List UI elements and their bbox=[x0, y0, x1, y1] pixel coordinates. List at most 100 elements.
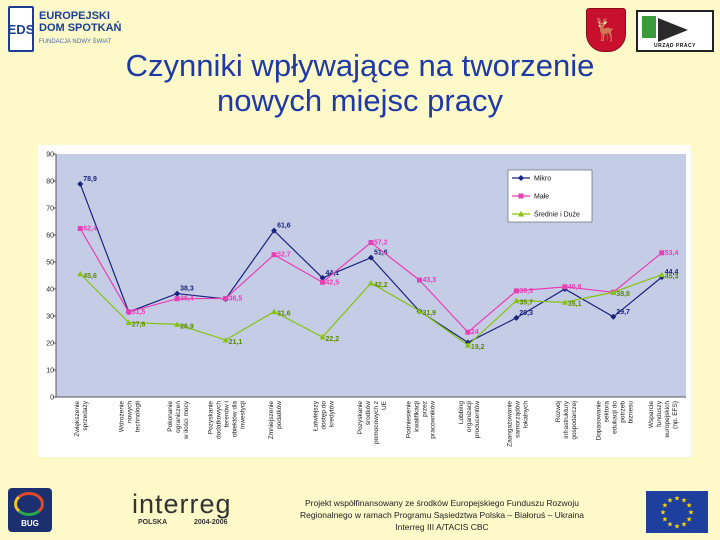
data-label: 35,1 bbox=[568, 301, 582, 308]
deer-crest-icon: 🦌 bbox=[586, 8, 626, 52]
x-tick-label: Pozyskanie dodatkowych terenów i obiektów d… bbox=[208, 401, 247, 439]
data-label: 44,4 bbox=[665, 269, 679, 276]
star-icon: ★ bbox=[667, 496, 673, 504]
data-label: 38,3 bbox=[180, 286, 194, 293]
x-tick-label: Dopasowanie sektora edukacji do potrzeb bizn… bbox=[595, 401, 634, 441]
y-tick-label: 90 bbox=[46, 152, 54, 159]
data-point bbox=[610, 313, 617, 320]
urzad-pracy-label: URZĄD PRACY bbox=[654, 43, 696, 49]
data-point bbox=[416, 277, 422, 283]
data-label: 27,6 bbox=[132, 321, 146, 328]
x-tick-label-line: przez bbox=[421, 401, 428, 417]
edsp-mark-text: EDS bbox=[7, 21, 35, 37]
data-point bbox=[513, 314, 520, 321]
x-tick-label-line: Rozwój bbox=[555, 401, 562, 422]
x-tick-label: Zwiększenie sprzedaży bbox=[74, 400, 89, 437]
legend-label: Małe bbox=[534, 194, 549, 201]
x-tick-label: Zaangażowanie samorządów lokalnych bbox=[506, 401, 529, 447]
x-tick-label: Wdrożenie nowych technologii bbox=[119, 401, 142, 432]
x-tick-label-line: potrzeb bbox=[619, 401, 626, 423]
x-tick-label: Wsparcie funduszy europejskich (np. EFS) bbox=[648, 400, 679, 437]
y-tick-label: 80 bbox=[46, 179, 54, 186]
legend-label: Mikro bbox=[534, 176, 551, 183]
interreg-logo: interreg POLSKA 2004-2006 bbox=[132, 490, 242, 532]
x-tick-label-line: Lobbing bbox=[458, 401, 465, 425]
funding-note-line2: Regionalnego w ramach Programu Sąsiedztw… bbox=[300, 510, 584, 520]
data-label: 62,4 bbox=[83, 226, 97, 233]
data-point bbox=[320, 279, 326, 285]
data-label: 45,3 bbox=[665, 274, 679, 281]
data-label: 38,8 bbox=[616, 291, 630, 298]
x-tick-label: Łatwiejszy dostęp do kredytów bbox=[313, 400, 336, 431]
funding-note: Projekt współfinansowany ze środków Euro… bbox=[262, 497, 622, 533]
star-icon: ★ bbox=[686, 516, 692, 524]
x-tick-label: Pokonanie ograniczeń w ilości mocy bbox=[167, 400, 190, 440]
x-tick-label-line: Zaangażowanie bbox=[506, 401, 513, 447]
data-label: 29,3 bbox=[519, 310, 533, 317]
line-chart: 0 10 20 30 40 50 60 70 80 90 Zwiększenie sprzedaży W… bbox=[46, 152, 686, 447]
bug-label: BUG bbox=[21, 519, 39, 528]
x-tick-label-line: gospodarczej bbox=[571, 401, 578, 440]
interreg-years: 2004-2006 bbox=[194, 519, 228, 526]
deer-icon: 🦌 bbox=[592, 17, 620, 42]
data-label: 26,9 bbox=[180, 323, 194, 330]
data-label: 45,6 bbox=[83, 273, 97, 280]
y-tick-label: 70 bbox=[46, 206, 54, 213]
data-point bbox=[125, 319, 132, 325]
data-label: 21,1 bbox=[229, 339, 243, 346]
star-icon: ★ bbox=[662, 516, 668, 524]
data-point bbox=[174, 296, 180, 302]
x-tick-label-line: Wdrożenie bbox=[119, 401, 126, 432]
x-tick-label-line: sektora bbox=[603, 401, 610, 423]
x-tick-label-line: inwestycji bbox=[240, 401, 247, 429]
x-tick-label-line: infrastruktury bbox=[563, 400, 570, 438]
data-point bbox=[368, 254, 374, 261]
star-icon: ★ bbox=[681, 521, 687, 529]
page-title: Czynniki wpływające na tworzenie nowych … bbox=[40, 48, 680, 118]
x-tick-label-line: funduszy bbox=[656, 400, 663, 427]
x-tick-label-line: dodatkowych bbox=[216, 401, 223, 439]
data-label: 40,8 bbox=[568, 284, 582, 291]
x-tick-label-line: Dopasowanie bbox=[595, 401, 602, 441]
data-label: 31,6 bbox=[277, 311, 291, 318]
data-label: 52,7 bbox=[277, 252, 291, 259]
x-tick-label-line: podatków bbox=[276, 401, 283, 429]
x-tick-label-line: lokalnych bbox=[522, 401, 529, 428]
y-tick-label: 40 bbox=[46, 287, 54, 294]
data-label: 31,9 bbox=[422, 310, 436, 317]
data-label: 39,3 bbox=[519, 288, 533, 295]
eu-flag-icon: ★ ★ ★ ★ ★ ★ ★ ★ ★ ★ ★ ★ bbox=[646, 491, 708, 533]
x-tick-label-line: nowych bbox=[127, 401, 134, 423]
x-tick-label-line: europejskich bbox=[664, 401, 671, 438]
legend-marker bbox=[518, 211, 524, 217]
interreg-country: POLSKA bbox=[138, 519, 168, 526]
x-tick-label-line: pomocowych z bbox=[373, 401, 380, 444]
data-point bbox=[271, 227, 278, 234]
x-tick-label-line: terenów i bbox=[224, 401, 231, 427]
x-tick-label-line: Wsparcie bbox=[648, 401, 655, 428]
y-tick-label: 60 bbox=[46, 233, 54, 240]
edsp-line3: FUNDACJA NOWY ŚWIAT bbox=[39, 39, 112, 45]
chart-area: 0 10 20 30 40 50 60 70 80 90 Zwiększenie sprzedaży W… bbox=[38, 145, 691, 457]
y-tick-label: 20 bbox=[46, 341, 54, 348]
data-point bbox=[368, 240, 374, 246]
data-point bbox=[658, 271, 665, 278]
x-tick-label-line: dostęp do bbox=[321, 401, 328, 430]
data-point bbox=[77, 226, 83, 232]
data-point bbox=[416, 307, 423, 314]
edsp-mark-icon: EDS bbox=[8, 6, 34, 52]
star-icon: ★ bbox=[662, 502, 668, 510]
europejski-dom-spotkan-logo: EDS EUROPEJSKI DOM SPOTKAŃ FUNDACJA NOWY… bbox=[8, 6, 124, 52]
edsp-text: EUROPEJSKI DOM SPOTKAŃ FUNDACJA NOWY ŚWI… bbox=[39, 10, 122, 48]
data-point bbox=[319, 334, 326, 340]
x-tick-label-line: Pozyskanie bbox=[357, 401, 364, 435]
data-point bbox=[513, 297, 520, 304]
bug-region-logo: BUG bbox=[8, 488, 52, 532]
data-label: 19,2 bbox=[471, 344, 485, 351]
star-icon: ★ bbox=[660, 509, 666, 517]
data-point bbox=[610, 289, 617, 295]
bug-ring-icon bbox=[14, 492, 44, 516]
data-point bbox=[77, 180, 84, 187]
star-icon: ★ bbox=[667, 521, 673, 529]
y-tick-label: 0 bbox=[50, 395, 54, 402]
